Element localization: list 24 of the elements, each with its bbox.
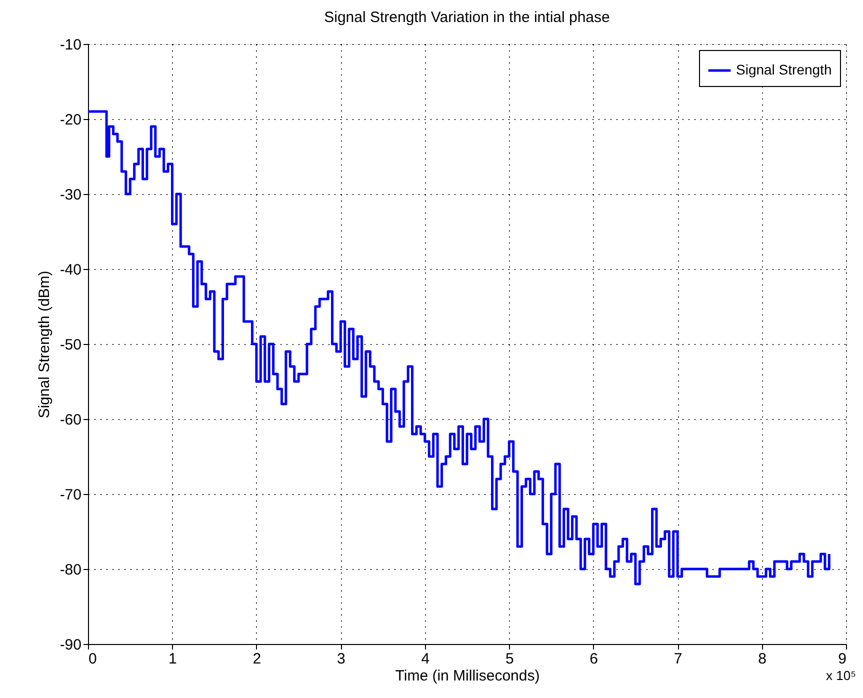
y-tick-label: -20 xyxy=(60,112,82,128)
y-tick-label: -10 xyxy=(60,36,82,54)
x-tick-label: 2 xyxy=(252,650,262,668)
x-tick-label: 6 xyxy=(590,650,598,668)
y-tick-label: -30 xyxy=(60,186,82,204)
chart-title: Signal Strength Variation in the intial phase xyxy=(324,9,610,26)
y-tick-label: -80 xyxy=(60,562,82,578)
x-tick-label: 4 xyxy=(421,650,430,668)
y-tick-label: -50 xyxy=(60,336,82,354)
x-axis-title: Time (in Milliseconds) xyxy=(395,668,540,684)
x-tick-label: 0 xyxy=(88,650,97,668)
y-tick-label: -70 xyxy=(60,486,82,504)
x-tick-label: 1 xyxy=(168,650,177,668)
y-axis-title: Signal Strength (dBm) xyxy=(36,270,53,418)
x-tick-label: 7 xyxy=(674,650,682,668)
x-tick-label: 9 xyxy=(838,650,846,668)
x-tick-label: 5 xyxy=(505,650,514,668)
text: x 10⁵ xyxy=(826,668,856,683)
x-tick-label: 8 xyxy=(758,650,766,668)
legend-label: Signal Strength xyxy=(736,62,832,78)
y-tick-label: -40 xyxy=(60,262,82,278)
y-tick-label: -60 xyxy=(60,412,82,428)
x-tick-label: 3 xyxy=(336,650,346,668)
y-tick-label: -90 xyxy=(60,636,82,654)
